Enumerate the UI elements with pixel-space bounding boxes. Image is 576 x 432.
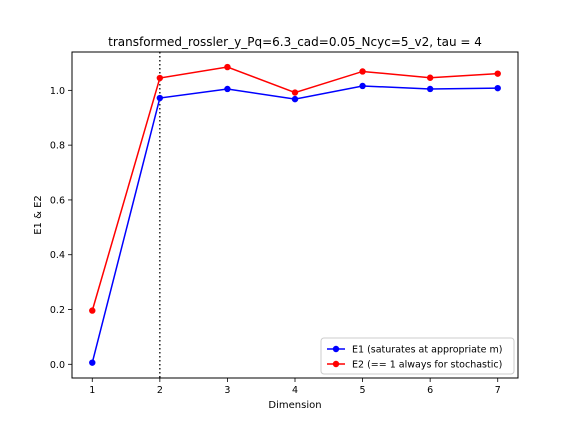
series-1-point <box>426 85 434 93</box>
x-tick-label: 3 <box>224 385 230 396</box>
series-2-point <box>156 74 164 82</box>
legend-label-1: E1 (saturates at appropriate m) <box>352 345 502 356</box>
series-2-point <box>224 63 231 71</box>
plot-area <box>89 52 501 378</box>
legend-marker-1 <box>332 345 340 353</box>
x-axis: 1 2 3 4 5 6 7 <box>89 378 501 396</box>
x-tick-label: 6 <box>427 385 433 396</box>
x-tick-label: 7 <box>495 385 501 396</box>
series-2-point <box>89 307 96 314</box>
series-1-point <box>494 84 501 92</box>
y-tick-label: 0.6 <box>50 195 65 206</box>
legend-label-2: E2 (== 1 always for stochastic) <box>352 360 502 371</box>
y-tick-label: 0.8 <box>50 141 65 152</box>
series-2-point <box>494 70 501 77</box>
legend-box <box>320 337 515 375</box>
y-axis-label: E1 & E2 <box>33 195 44 235</box>
series-1-point <box>89 359 96 366</box>
x-axis-label: Dimension <box>268 400 321 411</box>
y-tick-label: 0.2 <box>50 305 65 316</box>
series-line-1 <box>91 85 498 363</box>
series-2-point <box>359 68 366 75</box>
x-tick-label: 5 <box>360 385 366 396</box>
x-tick-label: 4 <box>292 385 298 396</box>
x-tick-label: 2 <box>157 385 163 396</box>
legend: E1 (saturates at appropriate m) E2 (== 1 … <box>320 337 515 375</box>
series-1-point <box>224 85 231 93</box>
legend-marker-2 <box>332 360 340 368</box>
series-1-point <box>359 82 366 90</box>
series-line-2 <box>91 66 498 311</box>
series-2-point <box>291 89 299 96</box>
y-tick-label: 0.4 <box>50 250 65 261</box>
y-tick-label: 1.0 <box>50 86 65 97</box>
y-tick-label: 0.0 <box>50 360 65 371</box>
series-1-point <box>156 94 164 102</box>
series-1-point <box>291 95 299 103</box>
chart-title: transformed_rossler_y_Pq=6.3_cad=0.05_Nc… <box>108 35 482 49</box>
y-axis: 0.0 0.2 0.4 0.6 0.8 1.0 <box>50 86 72 371</box>
series-2-point <box>426 74 434 81</box>
x-tick-label: 1 <box>89 385 95 396</box>
